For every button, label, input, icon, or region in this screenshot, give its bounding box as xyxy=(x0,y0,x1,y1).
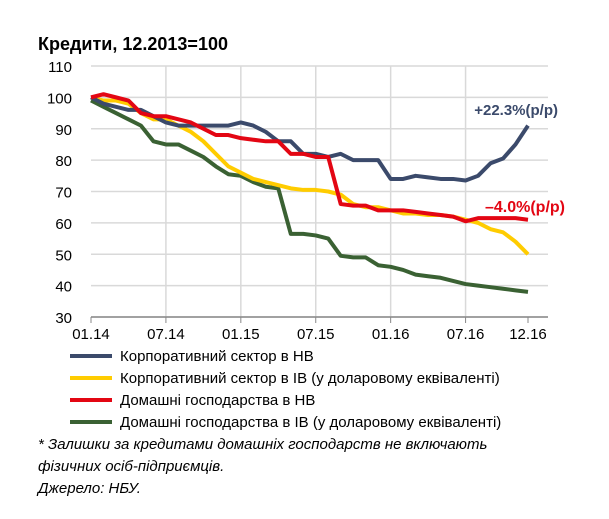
y-tick-label: 50 xyxy=(55,247,72,264)
legend-label: Корпоративний сектор в НВ xyxy=(120,347,314,365)
x-tick-label: 07.14 xyxy=(147,326,185,343)
legend-label: Домашні господарства в НВ xyxy=(120,391,316,409)
series-line-2 xyxy=(90,92,529,224)
plot-area: 30 40 50 60 70 80 90 100 110 01.14 07.14 01.15 07.15… xyxy=(47,59,565,343)
x-tick-label: 01.14 xyxy=(72,326,110,343)
y-tick-label: 80 xyxy=(55,153,72,170)
series-line-0 xyxy=(90,95,530,183)
y-tick-label: 70 xyxy=(55,185,72,202)
chart-title: Кредити, 12.2013=100 xyxy=(38,34,228,54)
legend-swatch xyxy=(70,420,112,424)
annotation-corporate-nv: +22.3%(p/p) xyxy=(474,102,558,119)
x-tick-label: 07.16 xyxy=(447,326,485,343)
legend-label: Корпоративний сектор в ІВ (у доларовому … xyxy=(120,369,500,387)
x-tick-label: 07.15 xyxy=(297,326,335,343)
series-line-3 xyxy=(90,98,529,294)
footnote-line: * Залишки за кредитами домашніх господар… xyxy=(38,436,488,453)
x-tick-label: 01.15 xyxy=(222,326,260,343)
legend-label: Домашні господарства в ІВ (у доларовому … xyxy=(120,413,502,431)
y-tick-label: 40 xyxy=(55,279,72,296)
footnote-line: фізичних осіб-підприємців. xyxy=(38,458,225,475)
source-note: Джерело: НБУ. xyxy=(38,480,141,497)
series-line-1 xyxy=(90,95,530,256)
y-tick-label: 100 xyxy=(47,90,72,107)
legend-item: Корпоративний сектор в ІВ (у доларовому … xyxy=(70,367,501,389)
footnote: * Залишки за кредитами домашніх господар… xyxy=(38,434,487,500)
y-tick-label: 30 xyxy=(55,310,72,327)
legend-item: Домашні господарства в НВ xyxy=(70,389,501,411)
legend: Корпоративний сектор в НВ Корпоративний … xyxy=(70,345,501,433)
y-tick-label: 110 xyxy=(48,59,72,76)
x-tick-label: 01.16 xyxy=(372,326,410,343)
y-tick-label: 60 xyxy=(55,216,72,233)
annotation-households-nv: –4.0%(p/p) xyxy=(485,199,565,216)
legend-swatch xyxy=(70,376,112,380)
legend-item: Домашні господарства в ІВ (у доларовому … xyxy=(70,411,501,433)
legend-swatch xyxy=(70,354,112,358)
y-tick-label: 90 xyxy=(55,122,72,139)
legend-swatch xyxy=(70,398,112,402)
x-tick-label: 12.16 xyxy=(509,326,547,343)
legend-item: Корпоративний сектор в НВ xyxy=(70,345,501,367)
